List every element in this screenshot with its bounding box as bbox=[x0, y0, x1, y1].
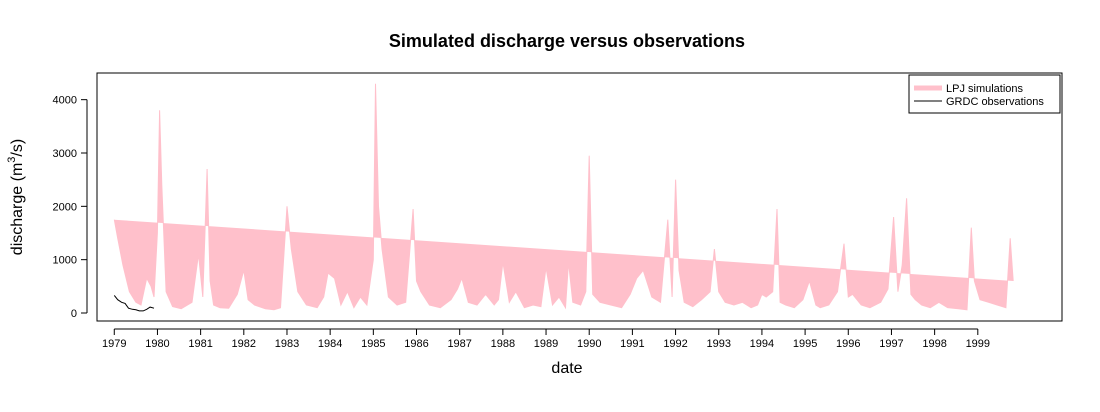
x-tick-label: 1984 bbox=[318, 338, 342, 350]
y-axis: 0 1000 2000 3000 4000 bbox=[53, 95, 88, 320]
y-tick-label: 2000 bbox=[53, 201, 77, 213]
x-tick-label: 1994 bbox=[750, 338, 774, 350]
x-tick-label: 1992 bbox=[663, 338, 687, 350]
x-tick-label: 1981 bbox=[188, 338, 212, 350]
x-tick-label: 1979 bbox=[102, 338, 126, 350]
y-axis-label: discharge (m3/s) bbox=[6, 139, 26, 255]
x-tick-label: 1988 bbox=[491, 338, 515, 350]
y-axis-label-sup: 3 bbox=[6, 157, 18, 163]
x-tick-label: 1987 bbox=[447, 338, 471, 350]
plot-frame bbox=[96, 72, 1063, 322]
y-axis-label-main: discharge (m bbox=[9, 163, 26, 255]
series-grdc-observations bbox=[113, 295, 155, 312]
x-tick-label: 1990 bbox=[577, 338, 601, 350]
x-tick-label: 1985 bbox=[361, 338, 385, 350]
x-tick-label: 1986 bbox=[404, 338, 428, 350]
x-tick-label: 1995 bbox=[793, 338, 817, 350]
x-tick-label: 1991 bbox=[620, 338, 644, 350]
x-tick-label: 1980 bbox=[145, 338, 169, 350]
x-tick-label: 1982 bbox=[232, 338, 256, 350]
y-axis-label-tail: /s) bbox=[9, 139, 26, 157]
x-tick-label: 1993 bbox=[707, 338, 731, 350]
legend-label-lpj: LPJ simulations bbox=[946, 83, 1024, 95]
legend-label-grdc: GRDC observations bbox=[946, 96, 1044, 108]
x-tick-label: 1989 bbox=[534, 338, 558, 350]
y-tick-label: 3000 bbox=[53, 148, 77, 160]
legend: LPJ simulations GRDC observations bbox=[908, 74, 1061, 114]
x-tick-label: 1983 bbox=[275, 338, 299, 350]
x-tick-label: 1998 bbox=[922, 338, 946, 350]
legend-box bbox=[908, 74, 1061, 114]
x-tick-label: 1997 bbox=[879, 338, 903, 350]
x-axis-label: date bbox=[551, 360, 582, 377]
series-lpj-simulations bbox=[113, 83, 1014, 311]
y-tick-label: 1000 bbox=[53, 255, 77, 267]
x-axis: 1979 1980 1981 1982 1983 1984 1985 1986 1987 1988… bbox=[102, 328, 990, 350]
x-tick-label: 1996 bbox=[836, 338, 860, 350]
x-tick-label: 1999 bbox=[966, 338, 990, 350]
plot-area bbox=[113, 83, 1014, 312]
y-tick-label: 4000 bbox=[53, 95, 77, 107]
chart-title: Simulated discharge versus observations bbox=[389, 31, 745, 51]
y-tick-label: 0 bbox=[71, 308, 77, 320]
